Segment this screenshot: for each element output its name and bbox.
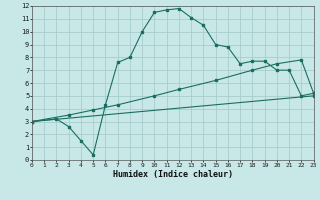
X-axis label: Humidex (Indice chaleur): Humidex (Indice chaleur) xyxy=(113,170,233,179)
